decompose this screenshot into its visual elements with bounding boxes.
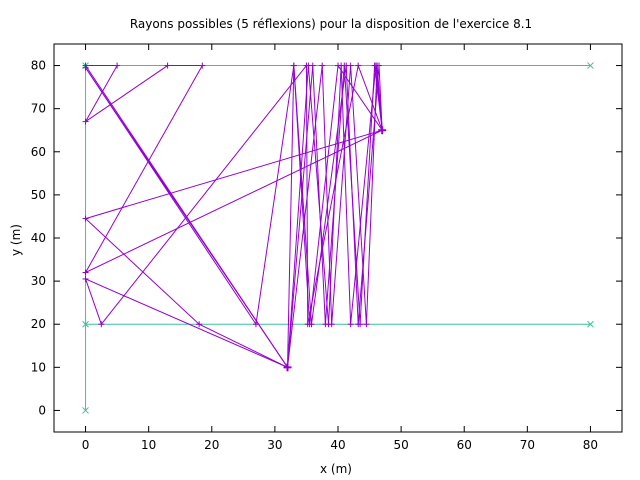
y-tick-label: 80 — [31, 59, 46, 73]
ray-path — [287, 65, 383, 368]
y-tick-label: 20 — [31, 317, 46, 331]
y-tick-label: 60 — [31, 145, 46, 159]
y-axis-ticks: 0 10 20 30 40 50 60 70 80 — [31, 59, 622, 417]
ray-point — [196, 321, 203, 328]
ray-point — [252, 321, 259, 328]
ray-path — [84, 129, 383, 368]
wall-point — [587, 62, 594, 69]
x-tick-label: 30 — [267, 438, 282, 452]
ray-point — [325, 321, 332, 328]
ray-point — [164, 62, 171, 69]
ray-point — [82, 118, 89, 125]
wall-point — [587, 320, 594, 328]
ray-point — [290, 62, 297, 69]
y-tick-label: 70 — [31, 102, 46, 116]
ray-path — [84, 65, 383, 368]
y-tick-label: 0 — [38, 403, 46, 417]
ray-point — [308, 321, 315, 328]
source-marker — [283, 363, 292, 372]
wall-point — [82, 320, 89, 328]
ray-point — [355, 321, 362, 328]
y-tick-label: 50 — [31, 188, 46, 202]
ray-point — [114, 62, 121, 69]
x-tick-label: 50 — [393, 438, 408, 452]
x-tick-label: 40 — [330, 438, 345, 452]
x-axis-ticks: 0 10 20 30 40 50 60 70 80 — [82, 44, 598, 452]
x-axis-label: x (m) — [320, 462, 352, 476]
ray-point — [343, 62, 350, 69]
x-tick-label: 60 — [457, 438, 472, 452]
chart-title: Rayons possibles (5 réflexions) pour la … — [130, 17, 532, 31]
ray-point — [376, 62, 383, 69]
ray-point — [305, 62, 312, 69]
x-tick-label: 0 — [82, 438, 90, 452]
ray-point — [363, 321, 370, 328]
ray-path — [84, 63, 383, 368]
y-tick-label: 30 — [31, 274, 46, 288]
y-tick-label: 10 — [31, 360, 46, 374]
ray-point — [82, 269, 89, 276]
y-axis-label: y (m) — [9, 224, 23, 256]
ray-path — [287, 65, 383, 368]
ray-point — [199, 62, 206, 69]
ray-path — [287, 65, 383, 368]
receiver-marker — [378, 126, 387, 135]
rays-series — [82, 62, 387, 372]
x-tick-label: 10 — [141, 438, 156, 452]
ray-point — [355, 62, 362, 69]
x-tick-label: 20 — [204, 438, 219, 452]
x-tick-label: 70 — [520, 438, 535, 452]
ray-point — [338, 62, 345, 69]
ray-point — [98, 321, 105, 328]
ray-point — [82, 215, 89, 222]
ray-point — [319, 62, 326, 69]
ray-point — [347, 321, 354, 328]
y-tick-label: 40 — [31, 231, 46, 245]
wall-point — [82, 407, 89, 414]
ray-point — [82, 275, 89, 282]
ray-point — [82, 64, 89, 71]
ray-path — [287, 65, 383, 368]
ray-path — [85, 64, 383, 368]
x-tick-label: 80 — [583, 438, 598, 452]
